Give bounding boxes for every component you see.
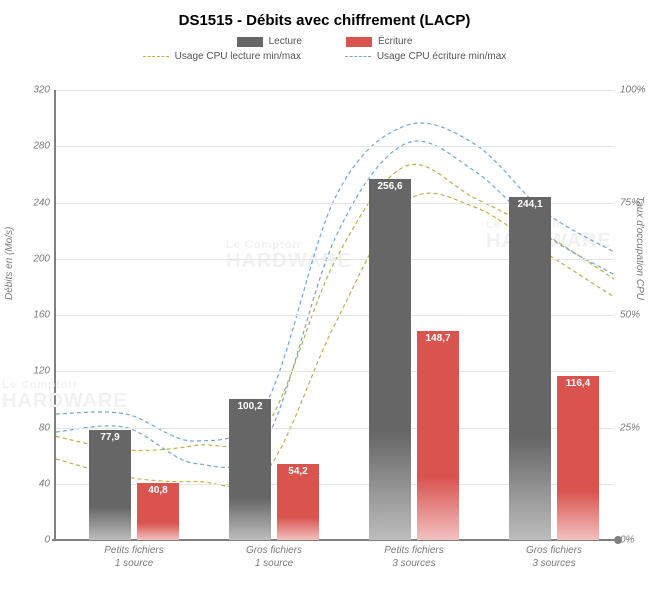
y-tick-right: 25% [620, 422, 640, 433]
legend: Lecture Écriture Usage CPU lecture min/m… [0, 36, 649, 66]
bar-lecture: 77,9 [89, 430, 131, 540]
swatch-ecriture [346, 37, 372, 47]
watermark: Le Comptoir HARDWARE [226, 240, 352, 271]
bar-label: 244,1 [509, 199, 551, 210]
legend-ecriture-label: Écriture [378, 36, 412, 47]
bar-ecriture: 148,7 [417, 331, 459, 540]
y-axis-right-label: Taux d'occupation CPU [634, 196, 645, 300]
y-tick-right: 75% [620, 197, 640, 208]
y-tick-right: 100% [620, 85, 646, 96]
legend-lecture-label: Lecture [269, 36, 302, 47]
plot-area: Le Comptoir HARDWARE Le Comptoir HARDWAR… [54, 90, 614, 540]
legend-lecture: Lecture [237, 36, 302, 47]
y-tick-left: 160 [33, 310, 50, 321]
bar-ecriture: 116,4 [557, 376, 599, 540]
legend-cpu-lecture-label: Usage CPU lecture min/max [175, 51, 301, 62]
watermark-small: Le Comptoir [226, 240, 352, 251]
bar-label: 40,8 [137, 485, 179, 496]
bar-label: 116,4 [557, 378, 599, 389]
bar-label: 77,9 [89, 432, 131, 443]
gridline [56, 90, 614, 91]
y-tick-right: 50% [620, 310, 640, 321]
bar-label: 100,2 [229, 401, 271, 412]
y-tick-left: 200 [33, 253, 50, 264]
chart-title: DS1515 - Débits avec chiffrement (LACP) [0, 12, 649, 29]
legend-cpu-ecriture-label: Usage CPU écriture min/max [377, 51, 506, 62]
category-label: Petits fichiers3 sources [354, 544, 474, 570]
y-axis-left-label: Débits en (Mo/s) [4, 227, 15, 300]
bar-lecture: 256,6 [369, 179, 411, 540]
watermark-small: Le Comptoir [2, 380, 128, 391]
watermark-big: HARDWARE [226, 250, 352, 272]
category-label: Gros fichiers1 source [214, 544, 334, 570]
y-tick-left: 40 [39, 478, 50, 489]
legend-cpu-ecriture: Usage CPU écriture min/max [345, 51, 506, 62]
y-tick-left: 120 [33, 366, 50, 377]
bar-label: 148,7 [417, 333, 459, 344]
bar-lecture: 100,2 [229, 399, 271, 540]
bar-label: 256,6 [369, 181, 411, 192]
bar-ecriture: 54,2 [277, 464, 319, 540]
category-label: Petits fichiers1 source [74, 544, 194, 570]
watermark: Le Comptoir HARDWARE [2, 380, 128, 411]
legend-cpu-lecture: Usage CPU lecture min/max [143, 51, 301, 62]
y-tick-left: 240 [33, 197, 50, 208]
y-tick-right: 0% [620, 535, 634, 546]
y-tick-left: 0 [44, 535, 50, 546]
swatch-cpu-ecriture [345, 56, 371, 57]
category-label: Gros fichiers3 sources [494, 544, 614, 570]
legend-ecriture: Écriture [346, 36, 412, 47]
bar-lecture: 244,1 [509, 197, 551, 540]
y-tick-left: 320 [33, 85, 50, 96]
swatch-lecture [237, 37, 263, 47]
y-tick-left: 280 [33, 141, 50, 152]
swatch-cpu-lecture [143, 56, 169, 57]
gridline [56, 146, 614, 147]
bar-label: 54,2 [277, 466, 319, 477]
watermark-big: HARDWARE [2, 390, 128, 412]
bar-ecriture: 40,8 [137, 483, 179, 540]
y-tick-left: 80 [39, 422, 50, 433]
